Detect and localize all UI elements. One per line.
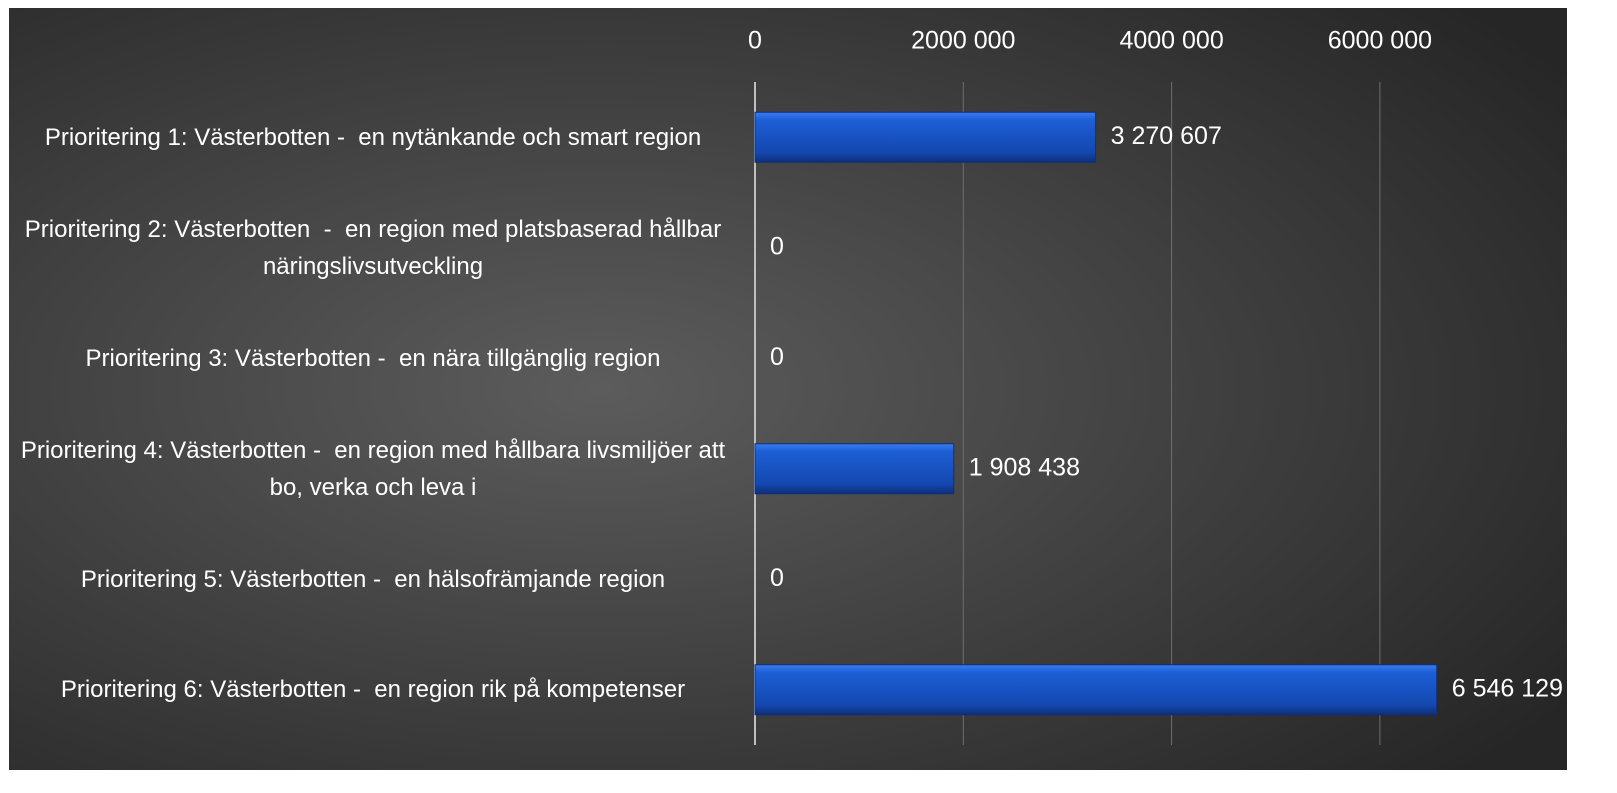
bar bbox=[754, 664, 1438, 716]
value-label: 0 bbox=[770, 343, 784, 371]
x-tick-label: 4000 000 bbox=[1119, 27, 1223, 55]
category-label-box: Prioritering 1: Västerbotten - en nytänk… bbox=[14, 82, 732, 193]
y-tick-label: Prioritering 2: Västerbotten - en region… bbox=[24, 215, 728, 280]
x-tick-label: 2000 000 bbox=[911, 27, 1015, 55]
bar bbox=[754, 443, 955, 495]
value-label: 6 546 129 bbox=[1452, 674, 1563, 702]
y-tick-label: Prioritering 5: Västerbotten - en hälsof… bbox=[80, 565, 666, 593]
y-tick-label: Prioritering 4: Västerbotten - en region… bbox=[20, 436, 732, 501]
value-label: 1 908 438 bbox=[969, 453, 1080, 481]
y-tick-label: Prioritering 6: Västerbotten - en region… bbox=[60, 676, 686, 704]
x-tick-label: 0 bbox=[748, 27, 762, 55]
value-label: 0 bbox=[770, 232, 784, 260]
value-label: 3 270 607 bbox=[1111, 122, 1222, 150]
category-label-box: Prioritering 3: Västerbotten - en nära t… bbox=[14, 303, 732, 414]
category-label-box: Prioritering 4: Västerbotten - en region… bbox=[14, 414, 732, 525]
y-tick-label: Prioritering 1: Västerbotten - en nytänk… bbox=[44, 123, 702, 151]
category-label-box: Prioritering 2: Västerbotten - en region… bbox=[14, 193, 732, 304]
x-tick-label: 6000 000 bbox=[1328, 27, 1432, 55]
category-label-box: Prioritering 5: Västerbotten - en hälsof… bbox=[14, 524, 732, 635]
value-label: 0 bbox=[770, 564, 784, 592]
y-tick-label: Prioritering 3: Västerbotten - en nära t… bbox=[85, 344, 661, 372]
category-label-box: Prioritering 6: Västerbotten - en region… bbox=[14, 635, 732, 746]
bar bbox=[754, 111, 1097, 163]
